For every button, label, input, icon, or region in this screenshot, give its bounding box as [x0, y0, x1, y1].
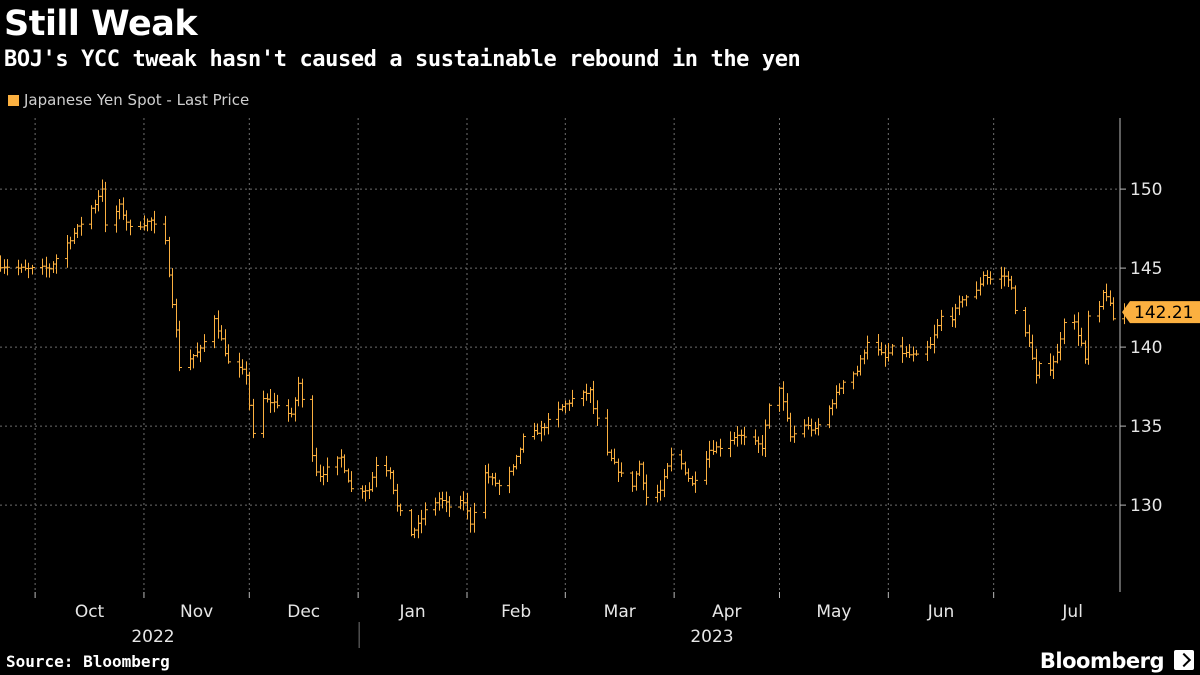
- last-value-label: 142.21: [1134, 303, 1193, 323]
- x-month-label: Jul: [1061, 602, 1083, 622]
- y-tick-label: 140: [1130, 338, 1162, 358]
- x-month-label: May: [816, 602, 851, 622]
- x-month-label: Oct: [75, 602, 105, 622]
- x-month-label: Feb: [501, 602, 531, 622]
- x-month-label: Nov: [180, 602, 213, 622]
- x-month-label: Mar: [604, 602, 636, 622]
- brand-icon: [1174, 650, 1194, 670]
- chart-legend: Japanese Yen Spot - Last Price: [8, 90, 249, 110]
- x-month-label: Jun: [927, 602, 955, 622]
- x-year-label: 2023: [690, 627, 733, 647]
- legend-swatch: [8, 94, 19, 106]
- x-year-label: 2022: [131, 627, 174, 647]
- x-month-label: Apr: [712, 602, 741, 622]
- x-month-label: Dec: [287, 602, 320, 622]
- y-tick-label: 145: [1130, 259, 1162, 279]
- y-tick-label: 150: [1130, 180, 1162, 200]
- source-note: Source: Bloomberg: [6, 652, 170, 671]
- y-tick-label: 135: [1130, 417, 1162, 437]
- chart-title: Still Weak: [4, 4, 198, 44]
- legend-label: Japanese Yen Spot - Last Price: [24, 91, 250, 109]
- chart-subtitle: BOJ's YCC tweak hasn't caused a sustaina…: [4, 47, 801, 72]
- brand-logo: Bloomberg: [1039, 649, 1165, 673]
- x-month-label: Jan: [398, 602, 425, 622]
- last-value-badge: [1122, 301, 1200, 324]
- y-tick-label: 130: [1130, 496, 1162, 516]
